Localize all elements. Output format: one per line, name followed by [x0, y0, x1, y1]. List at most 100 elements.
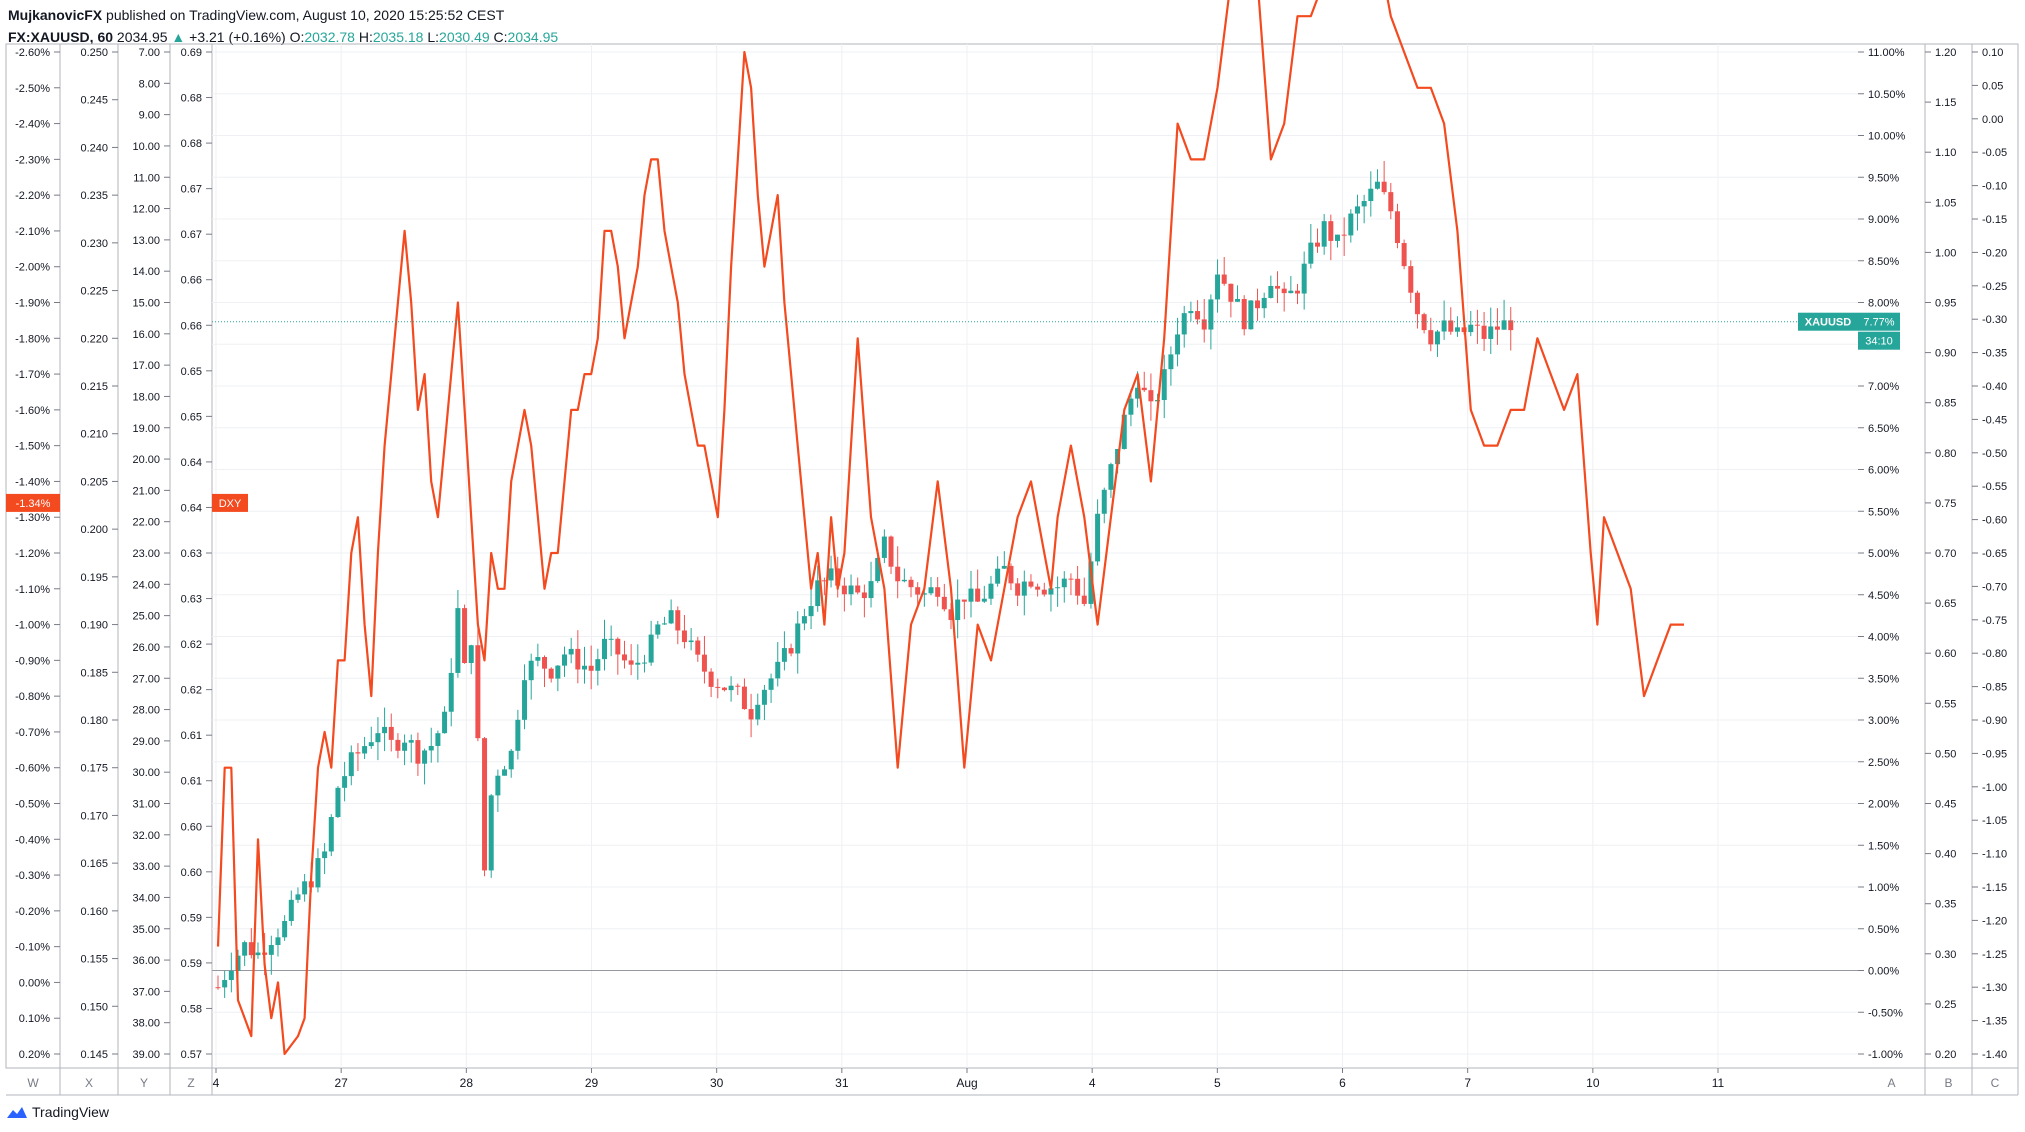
candle-body: [801, 616, 807, 624]
high-value: 2035.18: [372, 29, 424, 45]
candle-body: [215, 987, 221, 989]
candle-body: [768, 678, 774, 690]
candle-body: [721, 687, 727, 691]
axis-tick-label-z: 0.65: [181, 366, 202, 378]
candle-body: [382, 726, 388, 734]
axis-tick-label-a: 8.50%: [1868, 256, 1899, 268]
candle-body: [981, 598, 987, 602]
axis-tick-label-c: -0.95: [1982, 748, 2007, 760]
candle-body: [315, 858, 321, 888]
axis-tick-label-b: 0.35: [1935, 899, 1956, 911]
axis-tick-label-a: 10.00%: [1868, 131, 1906, 143]
candle-body: [1301, 263, 1307, 294]
axis-tick-label-z: 0.64: [181, 502, 202, 514]
axis-tick-label-a: 5.00%: [1868, 548, 1899, 560]
axis-tick-label-y: 7.00: [139, 47, 160, 59]
axis-tick-label-b: 0.85: [1935, 398, 1956, 410]
candle-body: [335, 787, 341, 818]
axis-tick-label-x: 0.250: [80, 47, 108, 59]
symbol-label[interactable]: FX:XAUUSD, 60: [8, 29, 114, 45]
candle-body: [875, 557, 881, 582]
xauusd-countdown-text: 34:10: [1865, 336, 1893, 348]
axis-tick-label-c: -0.20: [1982, 247, 2007, 259]
candle-body: [435, 733, 441, 746]
axis-tick-label-w: -0.80%: [15, 691, 50, 703]
candle-body: [628, 660, 634, 665]
candle-body: [921, 593, 927, 595]
axis-tick-label-a: 9.00%: [1868, 214, 1899, 226]
axis-tick-label-y: 31.00: [132, 799, 160, 811]
candle-body: [788, 648, 794, 654]
candle-body: [895, 566, 901, 582]
candle-body: [1208, 299, 1214, 330]
candle-body: [655, 624, 661, 635]
candle-body: [1288, 290, 1294, 294]
candle-body: [915, 587, 921, 595]
candle-body: [648, 634, 654, 663]
axis-tick-label-y: 38.00: [132, 1018, 160, 1030]
axis-tick-label-x: 0.180: [80, 715, 108, 727]
axis-tick-label-y: 10.00: [132, 141, 160, 153]
time-label: 30: [710, 1076, 724, 1090]
axis-tick-label-a: 1.50%: [1868, 840, 1899, 852]
time-label: 31: [835, 1076, 849, 1090]
axis-tick-label-b: 1.15: [1935, 97, 1956, 109]
xauusd-name-badge: [1798, 312, 1858, 331]
axis-tick-label-a: 2.00%: [1868, 799, 1899, 811]
candle-body: [995, 568, 1001, 584]
tradingview-logo-icon[interactable]: [6, 1104, 28, 1120]
candle-body: [488, 795, 494, 871]
axis-tick-label-b: 0.80: [1935, 448, 1956, 460]
axis-tick-label-y: 23.00: [132, 548, 160, 560]
change-up-icon: ▲: [171, 29, 186, 45]
axis-tick-label-x: 0.195: [80, 572, 108, 584]
candle-body: [1101, 489, 1107, 514]
candle-body: [1141, 387, 1147, 391]
axis-tick-label-x: 0.240: [80, 142, 108, 154]
axis-tick-label-b: 1.20: [1935, 47, 1956, 59]
axis-tick-label-b: 0.90: [1935, 348, 1956, 360]
candle-body: [1401, 243, 1407, 267]
axis-tick-label-x: 0.185: [80, 667, 108, 679]
candle-body: [248, 942, 254, 956]
axis-tick-label-a: 4.00%: [1868, 632, 1899, 644]
time-label: 27: [334, 1076, 348, 1090]
candle-body: [748, 709, 754, 720]
axis-tick-label-y: 32.00: [132, 830, 160, 842]
axis-tick-label-a: 8.00%: [1868, 298, 1899, 310]
candle-body: [1494, 326, 1500, 330]
candle-body: [1368, 188, 1374, 202]
axis-tick-label-b: 0.65: [1935, 598, 1956, 610]
brand-name[interactable]: TradingView: [32, 1104, 110, 1120]
candle-body: [908, 579, 914, 588]
candle-body: [428, 745, 434, 751]
candle-body: [715, 686, 721, 688]
candle-body: [408, 740, 414, 743]
axis-tick-label-w: -2.40%: [15, 119, 50, 131]
candle-body: [455, 608, 461, 673]
axis-tick-label-a: 3.50%: [1868, 673, 1899, 685]
candle-body: [855, 585, 861, 593]
candle-body: [761, 689, 767, 705]
candle-body: [1088, 561, 1094, 604]
candle-body: [1281, 288, 1287, 294]
grid-layer: [212, 44, 1858, 1068]
candle-body: [861, 592, 867, 599]
axis-tick-label-x: 0.155: [80, 954, 108, 966]
candle-body: [322, 851, 328, 859]
candle-body: [608, 638, 614, 640]
axis-tick-label-y: 20.00: [132, 454, 160, 466]
candle-body: [328, 817, 334, 852]
candle-body: [482, 738, 488, 871]
candle-body: [1508, 320, 1514, 331]
author-name[interactable]: MujkanovicFX: [8, 7, 103, 23]
axis-tick-label-a: 5.50%: [1868, 506, 1899, 518]
candle-body: [1448, 320, 1454, 332]
axis-tick-label-y: 33.00: [132, 861, 160, 873]
axis-tick-label-w: -1.20%: [15, 548, 50, 560]
axis-tick-label-z: 0.66: [181, 320, 202, 332]
high-label: H:: [358, 29, 373, 45]
candle-body: [615, 638, 621, 655]
candle-body: [468, 645, 474, 663]
